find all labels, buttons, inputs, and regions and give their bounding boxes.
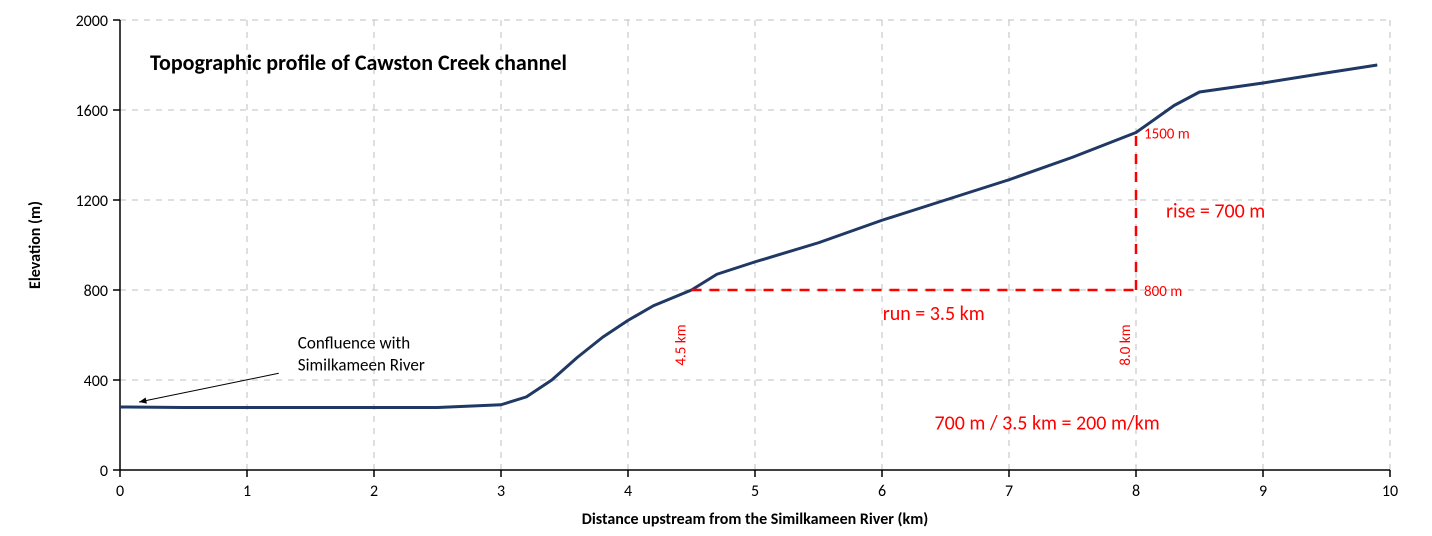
chart-title: Topographic profile of Cawston Creek cha… [150, 49, 567, 76]
left-km-label: 4.5 km [673, 324, 691, 365]
y-tick-label: 800 [84, 282, 108, 301]
calculation-label: 700 m / 3.5 km = 200 m/km [934, 412, 1159, 436]
chart-svg: 0 1 2 3 4 5 6 7 8 9 10 0 400 800 1200 1600 2000 Distance … [0, 0, 1432, 536]
y-tick-label: 1200 [76, 192, 108, 211]
topographic-profile-chart: 0 1 2 3 4 5 6 7 8 9 10 0 400 800 1200 1600 2000 Distance … [0, 0, 1432, 536]
bottom-elev-label: 800 m [1144, 283, 1182, 301]
y-tick-label: 400 [84, 372, 108, 391]
x-tick-label: 9 [1259, 482, 1267, 501]
run-label: run = 3.5 km [883, 302, 985, 326]
right-km-label: 8.0 km [1117, 324, 1135, 365]
confluence-label-1: Confluence with [298, 333, 410, 354]
x-tick-label: 8 [1132, 482, 1140, 501]
rise-label: rise = 700 m [1166, 199, 1265, 223]
confluence-label-2: Similkameen River [298, 355, 425, 376]
y-tick-label: 1600 [76, 102, 108, 121]
y-tick-label: 2000 [76, 12, 108, 31]
y-tick-label: 0 [100, 462, 108, 481]
x-tick-label: 4 [624, 482, 632, 501]
top-elev-label: 1500 m [1144, 126, 1190, 144]
x-tick-label: 1 [243, 482, 251, 501]
y-axis-label: Elevation (m) [26, 201, 45, 289]
x-tick-label: 3 [497, 482, 505, 501]
x-tick-label: 6 [878, 482, 886, 501]
x-tick-label: 0 [116, 482, 124, 501]
x-tick-label: 7 [1005, 482, 1013, 501]
x-tick-label: 2 [370, 482, 378, 501]
x-tick-label: 5 [751, 482, 759, 501]
x-axis-label: Distance upstream from the Similkameen R… [582, 510, 928, 529]
x-tick-label: 10 [1382, 482, 1398, 501]
